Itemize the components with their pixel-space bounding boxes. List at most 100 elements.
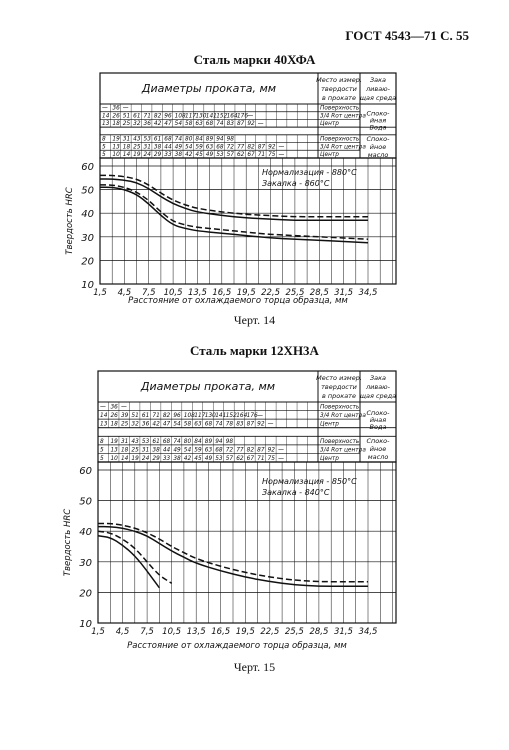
c1-table-cell: 96 <box>164 113 172 119</box>
c1-table-cell: 18 <box>123 144 131 150</box>
c2-row-place: Центр <box>320 456 339 462</box>
c2-table-cell: 38 <box>173 456 181 462</box>
c1-table-cell: 117 <box>185 113 196 119</box>
c1-table-cell: 59 <box>195 144 203 150</box>
c2-row-place: Поверхность <box>320 405 359 411</box>
c2-table-cell: — <box>100 405 106 411</box>
c1-x-tick-label: 13,5 <box>188 288 207 298</box>
c1-table-cell: 14 <box>102 113 110 119</box>
c2-table-cell: 39 <box>121 413 129 419</box>
c2-x-tick-label: 25,5 <box>285 627 304 637</box>
c1-table-cell: — <box>258 121 264 127</box>
c2-table-cell: 8 <box>100 439 104 445</box>
c2-table-cell: 62 <box>236 456 244 462</box>
c1-y-tick-label: 50 <box>81 186 94 197</box>
c1-table-cell: 13 <box>112 144 120 150</box>
c2-col-place-label: Место измер. <box>316 374 362 382</box>
c1-table-cell: 45 <box>195 152 203 158</box>
c2-table-cell: 47 <box>163 422 171 428</box>
c1-table-cell: 61 <box>154 137 161 143</box>
c2-table-cell: — <box>278 456 284 462</box>
c1-table-cell: 71 <box>258 152 265 158</box>
c1-table-cell: 68 <box>216 144 224 150</box>
c2-x-tick-label: 16,5 <box>211 627 230 637</box>
c1-table-cell: 68 <box>164 137 172 143</box>
c2-table-cell: 51 <box>131 413 138 419</box>
chart-caption-1: Черт. 14 <box>233 313 276 327</box>
c2-table-cell: — <box>121 405 127 411</box>
c1-table-cell: 92 <box>247 121 255 127</box>
c1-row-place: 3/4 Rот центра <box>320 144 366 150</box>
c1-table-cell: 14 <box>123 152 131 158</box>
c2-col-medium-label: ливаю- <box>365 383 391 391</box>
c1-table-cell: 32 <box>133 121 141 127</box>
c2-series-line-2 <box>97 525 368 588</box>
c2-table-cell: 78 <box>226 422 234 428</box>
c1-table-cell: 33 <box>164 152 172 158</box>
c2-table-cell: 71 <box>257 456 264 462</box>
c1-table-cell: 130 <box>195 113 206 119</box>
c1-table-cell: 61 <box>133 113 140 119</box>
c2-y-tick-label: 60 <box>79 466 92 477</box>
c1-table-cell: 164 <box>227 113 238 119</box>
c2-table-cell: 141 <box>215 413 226 419</box>
c1-medium-water: Споко- <box>366 110 390 118</box>
c1-table-cell: 31 <box>144 144 151 150</box>
c1-table-heading: Диаметры проката, мм <box>141 82 276 95</box>
c2-annotation: Закалка - 840°С <box>262 488 330 497</box>
c2-table-cell: 18 <box>110 422 118 428</box>
c1-table-cell: 36 <box>144 121 152 127</box>
c2-table-cell: 5 <box>100 456 104 462</box>
c2-table-cell: 31 <box>142 447 149 453</box>
c1-table-cell: 25 <box>133 144 141 150</box>
c2-y-tick-label: 40 <box>79 527 92 538</box>
c1-medium-oil: масло <box>368 151 389 159</box>
c1-y-tick-label: 40 <box>81 209 94 220</box>
c1-series-line-2 <box>100 178 368 222</box>
c1-table-cell: 24 <box>144 152 152 158</box>
c1-medium-water: йная <box>370 117 386 125</box>
c2-table-cell: 49 <box>173 447 181 453</box>
c2-table-cell: 10 <box>110 456 118 462</box>
c1-y-tick-label: 30 <box>81 233 94 244</box>
c2-table-cell: 53 <box>142 439 150 445</box>
c2-x-tick-label: 4,5 <box>116 627 130 637</box>
c2-table-cell: 25 <box>121 422 129 428</box>
c2-table-cell: 42 <box>152 422 160 428</box>
c2-table-cell: 67 <box>247 456 255 462</box>
c1-table-cell: 54 <box>185 144 193 150</box>
c1-series-line-1 <box>99 174 368 218</box>
c2-row-place: 3/4 Rот центра <box>320 447 366 453</box>
c1-table-cell: 92 <box>268 144 276 150</box>
c2-x-axis-label: Расстояние от охлаждаемого торца образца… <box>127 641 347 651</box>
c1-table-cell: 43 <box>133 137 141 143</box>
c2-table-cell: 89 <box>205 439 213 445</box>
c2-table-cell: 80 <box>184 439 192 445</box>
c2-plot-frame <box>97 461 397 624</box>
c1-table-cell: 77 <box>237 144 245 150</box>
c1-table-cell: 29 <box>154 152 162 158</box>
c1-table-cell: 38 <box>154 144 162 150</box>
c2-table-cell: 71 <box>152 413 159 419</box>
c2-row-place: Поверхность <box>320 439 359 445</box>
c2-x-tick-label: 22,5 <box>260 627 279 637</box>
c2-table-cell: 54 <box>184 447 192 453</box>
c2-table-cell: 92 <box>257 422 265 428</box>
c2-table-cell: 18 <box>121 447 129 453</box>
c2-medium-oil: Споко- <box>366 437 390 445</box>
c2-medium-water: Споко- <box>366 409 390 417</box>
c1-table-cell: 58 <box>185 121 193 127</box>
c2-table-cell: 19 <box>131 456 139 462</box>
c1-x-tick-label: 34,5 <box>359 288 378 298</box>
c2-table-cell: 68 <box>163 439 171 445</box>
c2-row-place: 3/4 Rот центра <box>320 413 366 419</box>
c1-table-cell: — <box>278 144 284 150</box>
c2-table-cell: 176 <box>247 413 258 419</box>
c1-table-cell: 74 <box>175 137 183 143</box>
c1-table-cell: 108 <box>175 113 186 119</box>
c2-table-cell: 58 <box>184 422 192 428</box>
c2-table-cell: 74 <box>173 439 181 445</box>
c1-table-cell: 74 <box>216 121 224 127</box>
c1-table-cell: 72 <box>227 144 235 150</box>
